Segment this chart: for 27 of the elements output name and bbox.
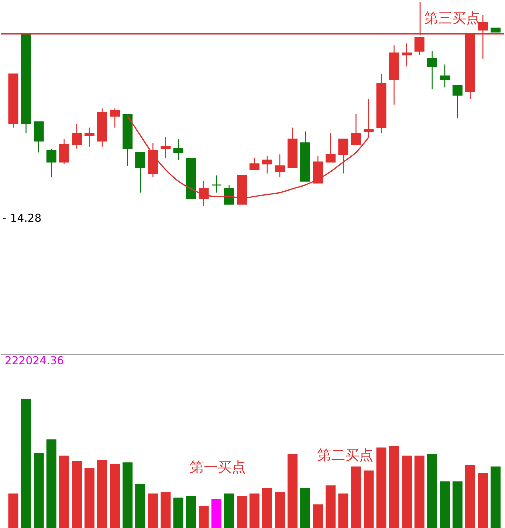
candlestick bbox=[34, 122, 44, 154]
annotation: 第三买点 bbox=[424, 10, 480, 27]
candlestick bbox=[84, 127, 95, 148]
candlestick bbox=[224, 184, 234, 205]
candlestick bbox=[275, 154, 286, 178]
candlestick bbox=[414, 37, 425, 56]
annotation: 第二买点 bbox=[318, 448, 374, 464]
candlestick bbox=[212, 175, 222, 194]
candlestick bbox=[427, 50, 438, 90]
candlestick bbox=[174, 138, 184, 161]
annotation: 第一买点 bbox=[190, 460, 246, 476]
candlestick bbox=[250, 158, 260, 170]
text: 222024.36 bbox=[4, 354, 64, 368]
candlestick bbox=[452, 85, 463, 119]
candlestick bbox=[59, 138, 70, 165]
candlestick bbox=[326, 133, 336, 163]
candlestick bbox=[110, 108, 120, 128]
candlestick bbox=[440, 64, 450, 88]
candlestick bbox=[148, 142, 158, 178]
candlestick bbox=[262, 156, 272, 174]
candlestick bbox=[72, 124, 82, 150]
candlestick bbox=[136, 152, 146, 194]
text: - 14.28 bbox=[2, 212, 42, 226]
candlestick bbox=[160, 136, 171, 159]
candlestick bbox=[313, 156, 324, 184]
candlestick bbox=[46, 148, 57, 178]
candlestick bbox=[338, 138, 349, 174]
